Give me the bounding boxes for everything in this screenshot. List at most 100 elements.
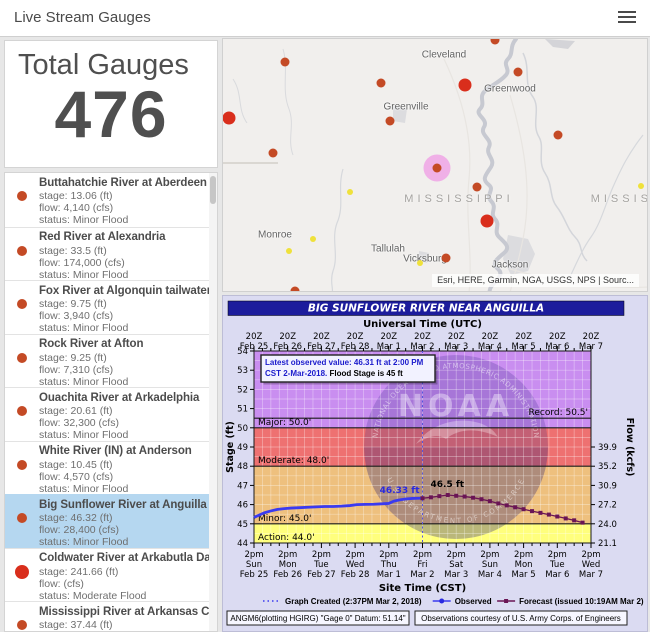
svg-text:39.9: 39.9: [598, 443, 617, 453]
svg-text:48: 48: [237, 462, 248, 472]
list-item[interactable]: Buttahatchie River at Aberdeen stage: 13.…: [5, 173, 217, 227]
gauge-map-marker[interactable]: [458, 78, 472, 92]
svg-text:2pm: 2pm: [581, 550, 600, 560]
list-item[interactable]: Mississippi River at Arkansas City stage:…: [5, 601, 217, 631]
list-item[interactable]: Big Sunflower River at Anguilla stage: 46…: [5, 494, 217, 548]
observed-series: [253, 496, 423, 519]
gauge-status-dot: [5, 335, 39, 388]
gauge-flow: flow: 174,000 (cfs): [39, 256, 125, 269]
svg-text:Feb 26: Feb 26: [273, 342, 302, 352]
map-panel[interactable]: MISSISSIPPI MISSISS Cleveland Greenville Gre…: [222, 38, 648, 292]
gauge-status: status: Moderate Flood: [39, 589, 147, 601]
svg-text:45: 45: [237, 520, 248, 530]
svg-text:Site Time (CST): Site Time (CST): [379, 583, 466, 594]
gauge-map-marker[interactable]: [280, 57, 290, 67]
gauge-map-marker[interactable]: [290, 286, 300, 291]
gauges-list: Buttahatchie River at Aberdeen stage: 13.…: [5, 173, 217, 631]
svg-text:20Z: 20Z: [482, 332, 499, 342]
mississippi-river: [476, 39, 518, 291]
gauge-map-marker[interactable]: [385, 116, 395, 126]
svg-text:Universal Time (UTC): Universal Time (UTC): [363, 319, 482, 330]
svg-text:20Z: 20Z: [313, 332, 330, 342]
gauge-map-marker[interactable]: [432, 163, 442, 173]
gauge-flow: flow: 7,310 (cfs): [39, 363, 114, 376]
svg-text:Feb 26: Feb 26: [273, 570, 302, 580]
gauge-stage: stage: 33.5 (ft): [39, 244, 107, 257]
svg-text:2pm: 2pm: [312, 550, 331, 560]
gauge-status: status: Minor Flood: [39, 214, 129, 227]
list-item[interactable]: Red River at Alexandria stage: 33.5 (ft) f…: [5, 226, 217, 280]
svg-text:Feb 27: Feb 27: [307, 570, 336, 580]
hydrograph-chart: BIG SUNFLOWER RIVER NEAR ANGUILLA Univers…: [225, 300, 644, 626]
gauge-map-marker[interactable]: [472, 182, 482, 192]
city-label: Monroe: [258, 229, 292, 241]
list-item[interactable]: Rock River at Afton stage: 9.25 (ft) flow:…: [5, 333, 217, 388]
list-item[interactable]: Ouachita River at Arkadelphia stage: 20.6…: [5, 387, 217, 441]
svg-text:2pm: 2pm: [244, 550, 263, 560]
gauge-stage: stage: 13.06 (ft): [39, 190, 113, 202]
svg-text:20Z: 20Z: [414, 332, 431, 342]
gauge-map-marker[interactable]: [310, 236, 316, 242]
map-markers: MISSISSIPPI MISSISS Cleveland Greenville Gre…: [223, 39, 647, 291]
svg-text:51: 51: [237, 405, 248, 415]
svg-text:2pm: 2pm: [447, 550, 466, 560]
gauge-status: status: Minor Flood: [39, 322, 129, 334]
svg-text:BIG SUNFLOWER RIVER NEAR ANGUI: BIG SUNFLOWER RIVER NEAR ANGUILLA: [308, 303, 544, 315]
gauge-map-marker[interactable]: [480, 214, 494, 228]
gauge-map-marker[interactable]: [417, 260, 423, 266]
gauge-map-marker[interactable]: [347, 189, 353, 195]
urban-area-greenville: [393, 105, 407, 123]
city-label: Greenwood: [484, 83, 536, 95]
list-item[interactable]: Coldwater River at Arkabutla Dam stage: 2…: [5, 547, 217, 601]
total-gauges-card: Total Gauges 476: [4, 40, 218, 168]
gauge-map-marker[interactable]: [376, 78, 386, 88]
gauge-stage: stage: 241.66 (ft): [39, 565, 119, 578]
gauge-map-marker[interactable]: [513, 67, 523, 77]
list-item[interactable]: White River (IN) at Anderson stage: 10.45…: [5, 440, 217, 494]
observed-value-label: 46.33 ft: [380, 486, 421, 496]
gauge-flow: flow: 32,300 (cfs): [39, 417, 119, 430]
gauge-flow: flow: 28,400 (cfs): [39, 524, 119, 537]
svg-text:Feb 28: Feb 28: [341, 342, 370, 352]
stream-line: [232, 78, 248, 124]
gauge-stage: stage: 9.75 (ft): [39, 298, 107, 310]
list-scrollbar-thumb[interactable]: [210, 176, 216, 204]
svg-text:Mar 6: Mar 6: [545, 342, 569, 352]
svg-text:Minor: 45.0': Minor: 45.0': [258, 514, 311, 524]
gauge-status: status: Minor Flood: [39, 268, 129, 280]
gauge-name: Fox River at Algonquin tailwater: [39, 284, 212, 297]
gauge-map-marker[interactable]: [490, 39, 500, 45]
svg-text:Major: 50.0': Major: 50.0': [258, 418, 311, 428]
gauge-name: Mississippi River at Arkansas City: [39, 605, 217, 618]
svg-text:54: 54: [237, 347, 248, 357]
svg-text:2pm: 2pm: [480, 550, 499, 560]
gauge-map-marker[interactable]: [223, 111, 236, 125]
svg-text:53: 53: [237, 366, 248, 376]
svg-text:35.2: 35.2: [598, 462, 617, 472]
svg-text:Fri: Fri: [417, 560, 427, 570]
svg-text:50: 50: [237, 424, 248, 434]
gauge-map-marker[interactable]: [286, 248, 292, 254]
gauge-map-marker[interactable]: [268, 148, 278, 158]
gauge-status-dot: [5, 173, 39, 227]
stream-line: [282, 48, 294, 156]
svg-text:47: 47: [237, 481, 248, 491]
gauge-map-marker[interactable]: [638, 183, 644, 189]
hamburger-icon[interactable]: [618, 11, 636, 24]
gauge-status: status: Minor Flood: [39, 375, 129, 387]
map-attribution: Esri, HERE, Garmin, NGA, USGS, NPS | Sou…: [432, 274, 639, 287]
svg-text:Mar 4: Mar 4: [478, 342, 502, 352]
svg-text:Flow (kcfs): Flow (kcfs): [624, 418, 635, 477]
list-item[interactable]: Fox River at Algonquin tailwater stage: 9…: [5, 280, 217, 334]
gauge-map-marker[interactable]: [441, 253, 451, 263]
gauge-map-marker[interactable]: [553, 130, 563, 140]
total-gauges-value: 476: [54, 77, 168, 151]
svg-text:Action: 44.0': Action: 44.0': [258, 533, 315, 543]
svg-text:Mar 7: Mar 7: [579, 570, 603, 580]
gauge-status-dot: [5, 388, 39, 441]
gauge-stage: stage: 46.32 (ft): [39, 512, 113, 524]
svg-text:Mar 3: Mar 3: [444, 570, 468, 580]
svg-text:2pm: 2pm: [548, 550, 567, 560]
svg-text:2pm: 2pm: [346, 550, 365, 560]
